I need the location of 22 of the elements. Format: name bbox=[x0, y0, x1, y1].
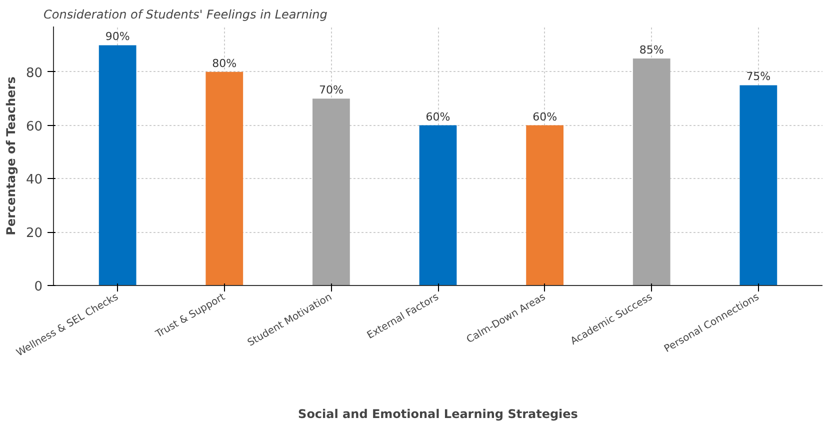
y-axis-title: Percentage of Teachers bbox=[4, 76, 18, 236]
chart-title: Consideration of Students' Feelings in Learning bbox=[44, 8, 328, 22]
y-tick-label: 60 bbox=[26, 119, 43, 134]
data-label: 80% bbox=[212, 56, 237, 70]
bar bbox=[526, 125, 564, 286]
data-label: 60% bbox=[426, 110, 450, 124]
x-axis-title: Social and Emotional Learning Strategies bbox=[298, 406, 578, 421]
data-label: 90% bbox=[105, 30, 130, 44]
y-tick-label: 20 bbox=[26, 226, 43, 242]
data-label: 70% bbox=[318, 84, 344, 97]
y-tick-label: 0 bbox=[34, 280, 43, 294]
data-label: 60% bbox=[532, 110, 558, 124]
bar bbox=[312, 98, 350, 286]
bar bbox=[419, 125, 457, 286]
bar bbox=[740, 85, 778, 286]
y-tick-label: 80 bbox=[26, 66, 43, 81]
data-label: 85% bbox=[639, 44, 664, 57]
bar bbox=[206, 72, 244, 286]
data-label: 75% bbox=[746, 70, 771, 84]
bar bbox=[632, 58, 670, 286]
y-tick-label: 40 bbox=[26, 172, 43, 188]
bar bbox=[98, 45, 136, 286]
